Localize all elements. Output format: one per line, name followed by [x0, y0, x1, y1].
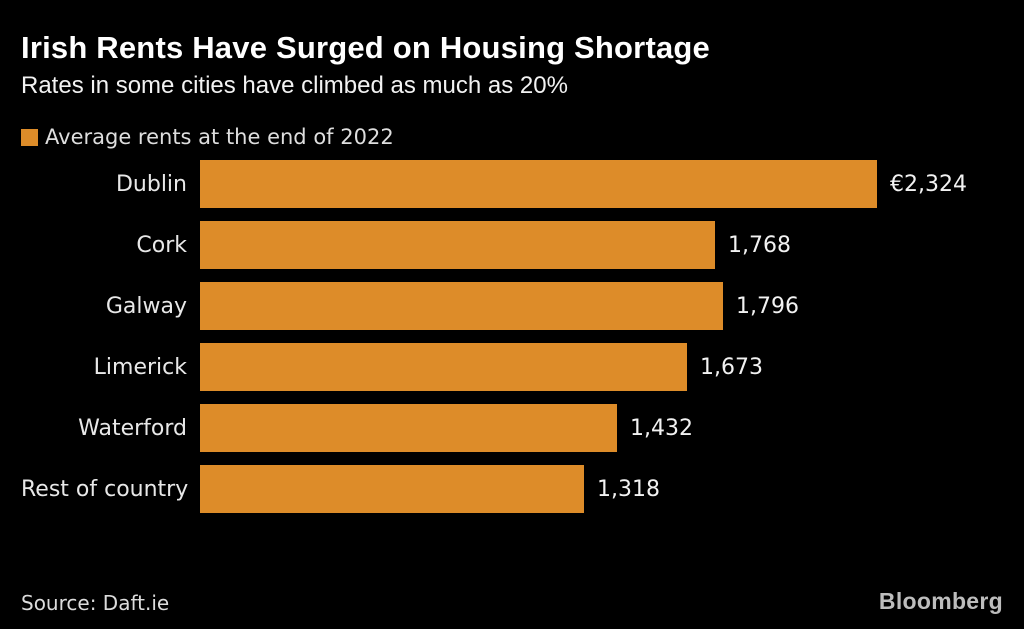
bar	[200, 160, 877, 208]
chart-subtitle: Rates in some cities have climbed as muc…	[21, 72, 568, 99]
bloomberg-logo: Bloomberg	[878, 588, 1003, 614]
chart-row: Dublin €2,324	[21, 160, 1003, 208]
bar-chart: Dublin €2,324 Cork 1,768 Galway 1,796 Li…	[21, 160, 1003, 513]
chart-row: Limerick 1,673	[21, 343, 1003, 391]
value-label: 1,318	[597, 476, 660, 502]
row-label: Limerick	[93, 354, 187, 380]
bar	[200, 343, 687, 391]
row-label: Rest of country	[21, 476, 189, 502]
bar	[200, 221, 715, 269]
bar-track: 1,432	[200, 404, 1003, 452]
bar-track: 1,673	[200, 343, 1003, 391]
chart-row: Cork 1,768	[21, 221, 1003, 269]
row-label: Dublin	[115, 171, 187, 197]
bar-track: 1,318	[200, 465, 1003, 513]
bar	[200, 404, 617, 452]
row-label: Waterford	[78, 415, 187, 441]
legend-label: Average rents at the end of 2022	[45, 125, 394, 149]
value-label: 1,796	[736, 293, 799, 319]
page-title: Irish Rents Have Surged on Housing Short…	[21, 30, 710, 65]
source-note: Source: Daft.ie	[21, 591, 170, 615]
value-label: €2,324	[890, 171, 967, 197]
row-label: Galway	[105, 293, 187, 319]
chart-row: Rest of country 1,318	[21, 465, 1003, 513]
value-label: 1,432	[630, 415, 693, 441]
bar	[200, 282, 723, 330]
row-label: Cork	[136, 232, 187, 258]
chart-row: Galway 1,796	[21, 282, 1003, 330]
chart-row: Waterford 1,432	[21, 404, 1003, 452]
bar-track: €2,324	[200, 160, 1003, 208]
chart-footer: Source: Daft.ie Bloomberg	[21, 588, 1003, 615]
legend: Average rents at the end of 2022	[21, 126, 1003, 148]
bar-track: 1,768	[200, 221, 1003, 269]
value-label: 1,673	[700, 354, 763, 380]
legend-swatch-icon	[21, 128, 38, 146]
value-label: 1,768	[728, 232, 791, 258]
bar-track: 1,796	[200, 282, 1003, 330]
bar	[200, 465, 584, 513]
